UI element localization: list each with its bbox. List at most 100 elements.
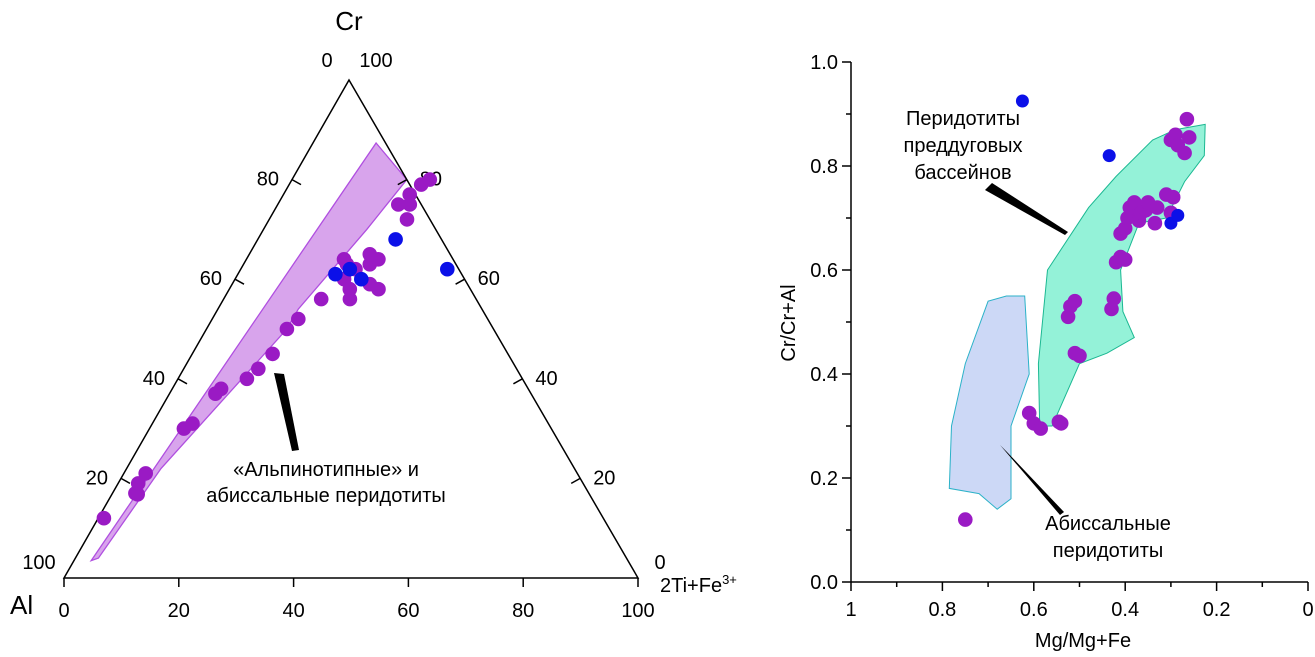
purple-point: [342, 281, 358, 297]
y-tick-label: 0.4: [810, 364, 838, 386]
blue-point: [328, 266, 343, 282]
purple-point: [402, 197, 418, 212]
purple-point: [130, 487, 145, 502]
y-axis-label: Cr/Cr+Al: [778, 284, 800, 361]
bottom-axis-tick-label: 60: [397, 600, 419, 622]
vertex-label-al: Al: [10, 590, 33, 620]
y-tick-label: 1.0: [810, 52, 838, 74]
cr-mg-points: [958, 94, 1197, 527]
right-side-tick: [570, 477, 581, 485]
ternary-field-label: «Альпинотипные» и абиссальные перидотиты: [206, 459, 446, 507]
ternary-field-label-line-2: абиссальные перидотиты: [206, 485, 446, 507]
purple-point: [96, 510, 112, 526]
ternary-field-pointer: [274, 373, 299, 451]
right-side-tick: [513, 378, 523, 385]
x-tick-label: 0: [1302, 599, 1313, 621]
right-side-tick-label: 20: [593, 467, 615, 489]
purple-point: [250, 361, 266, 377]
forearc-label-line-1: Перидотиты: [906, 108, 1020, 130]
corner-label-bottom-left: 100: [22, 552, 55, 574]
ternary-field-label-line-1: «Альпинотипные» и: [233, 459, 419, 481]
purple-point: [1149, 200, 1165, 215]
ternary-axes: [62, 78, 640, 579]
x-tick-label: 0.6: [1020, 599, 1048, 621]
forearc-pointer: [985, 183, 1068, 235]
left-side-tick: [177, 378, 188, 385]
bottom-axis-tick-label: 80: [512, 600, 534, 622]
bottom-axis-tick-label: 20: [168, 600, 190, 622]
purple-point: [1181, 130, 1197, 145]
left-side-tick: [120, 477, 131, 485]
purple-point: [1067, 293, 1083, 309]
purple-point: [391, 197, 406, 212]
forearc-field-label: Перидотиты преддуговых бассейнов: [904, 108, 1023, 184]
right-side-tick: [397, 178, 408, 186]
abyssal-label-line-2: перидотиты: [1053, 540, 1163, 562]
left-side-tick-label: 40: [143, 368, 165, 390]
y-tick-label: 0.0: [810, 572, 838, 594]
vertex-label-cr: Cr: [335, 6, 363, 36]
blue-point: [1171, 208, 1185, 222]
x-tick-label: 1: [845, 599, 856, 621]
purple-point: [1179, 111, 1195, 127]
y-tick-label: 0.8: [810, 156, 838, 178]
y-tick-label: 0.2: [810, 468, 838, 490]
abyssal-pointer: [1000, 445, 1064, 515]
corner-label-bottom-right: 0: [654, 552, 665, 574]
purple-point: [265, 346, 280, 362]
abyssal-field-label: Абиссальные перидотиты: [1045, 513, 1171, 562]
purple-point: [1033, 421, 1048, 436]
forearc-label-line-2: преддуговых: [904, 135, 1023, 157]
purple-point: [213, 381, 229, 397]
purple-point: [371, 251, 386, 267]
x-axis-label: Mg/Mg+Fe: [1035, 630, 1131, 652]
purple-point: [1053, 416, 1069, 431]
bottom-axis-tick-label: 40: [282, 600, 304, 622]
blue-point: [440, 261, 455, 277]
purple-point: [958, 512, 973, 527]
purple-point: [399, 212, 415, 227]
purple-point: [1072, 348, 1087, 364]
purple-point: [371, 281, 386, 297]
purple-point: [279, 321, 295, 337]
purple-point: [1165, 189, 1181, 205]
purple-point: [130, 476, 146, 491]
x-tick-label: 0.8: [928, 599, 956, 621]
purple-point: [1106, 291, 1122, 306]
blue-point: [354, 271, 369, 287]
purple-point: [313, 291, 329, 307]
purple-point: [1117, 252, 1133, 267]
forearc-field-polygon: [1037, 123, 1206, 427]
purple-point: [1147, 215, 1163, 231]
y-tick-label: 0.6: [810, 260, 838, 282]
right-side-tick-label: 60: [478, 268, 500, 290]
corner-label-top-right: 100: [359, 50, 392, 72]
forearc-label-line-3: бассейнов: [914, 162, 1011, 184]
ternary-triangle: [62, 78, 640, 579]
cr-mg-frame: 0.0 0.2 0.4 0.6 0.8 1.0 1 0.8 0.6 0.4 0.2 0: [810, 52, 1313, 621]
purple-point: [291, 311, 306, 327]
purple-point: [138, 466, 153, 481]
x-tick-label: 0.4: [1111, 599, 1139, 621]
ternary-chart: 0204060801002040608080604020 Cr Al 2Ti+F…: [10, 6, 737, 622]
purple-point: [239, 371, 255, 387]
left-side-tick-label: 60: [200, 268, 222, 290]
abyssal-field-polygon: [948, 295, 1030, 510]
blue-point: [1102, 149, 1116, 163]
x-tick-label: 0.2: [1203, 599, 1231, 621]
blue-point: [388, 232, 403, 247]
cr-mg-chart: 0.0 0.2 0.4 0.6 0.8 1.0 1 0.8 0.6 0.4 0.2 0 Cr/Cr+A…: [778, 52, 1314, 652]
purple-point: [1177, 145, 1192, 161]
right-side-tick: [455, 278, 465, 285]
purple-point: [422, 172, 438, 187]
ternary-points: [96, 172, 455, 526]
bottom-axis-tick-label: 0: [58, 600, 69, 622]
vertex-label-2ti-fe3: 2Ti+Fe3+: [660, 572, 737, 597]
purple-point: [1127, 195, 1142, 210]
abyssal-label-line-1: Абиссальные: [1045, 513, 1171, 535]
left-side-tick: [234, 278, 245, 285]
purple-point: [185, 416, 200, 431]
left-side-tick-label: 20: [86, 467, 108, 489]
left-side-tick-label: 80: [257, 169, 279, 191]
